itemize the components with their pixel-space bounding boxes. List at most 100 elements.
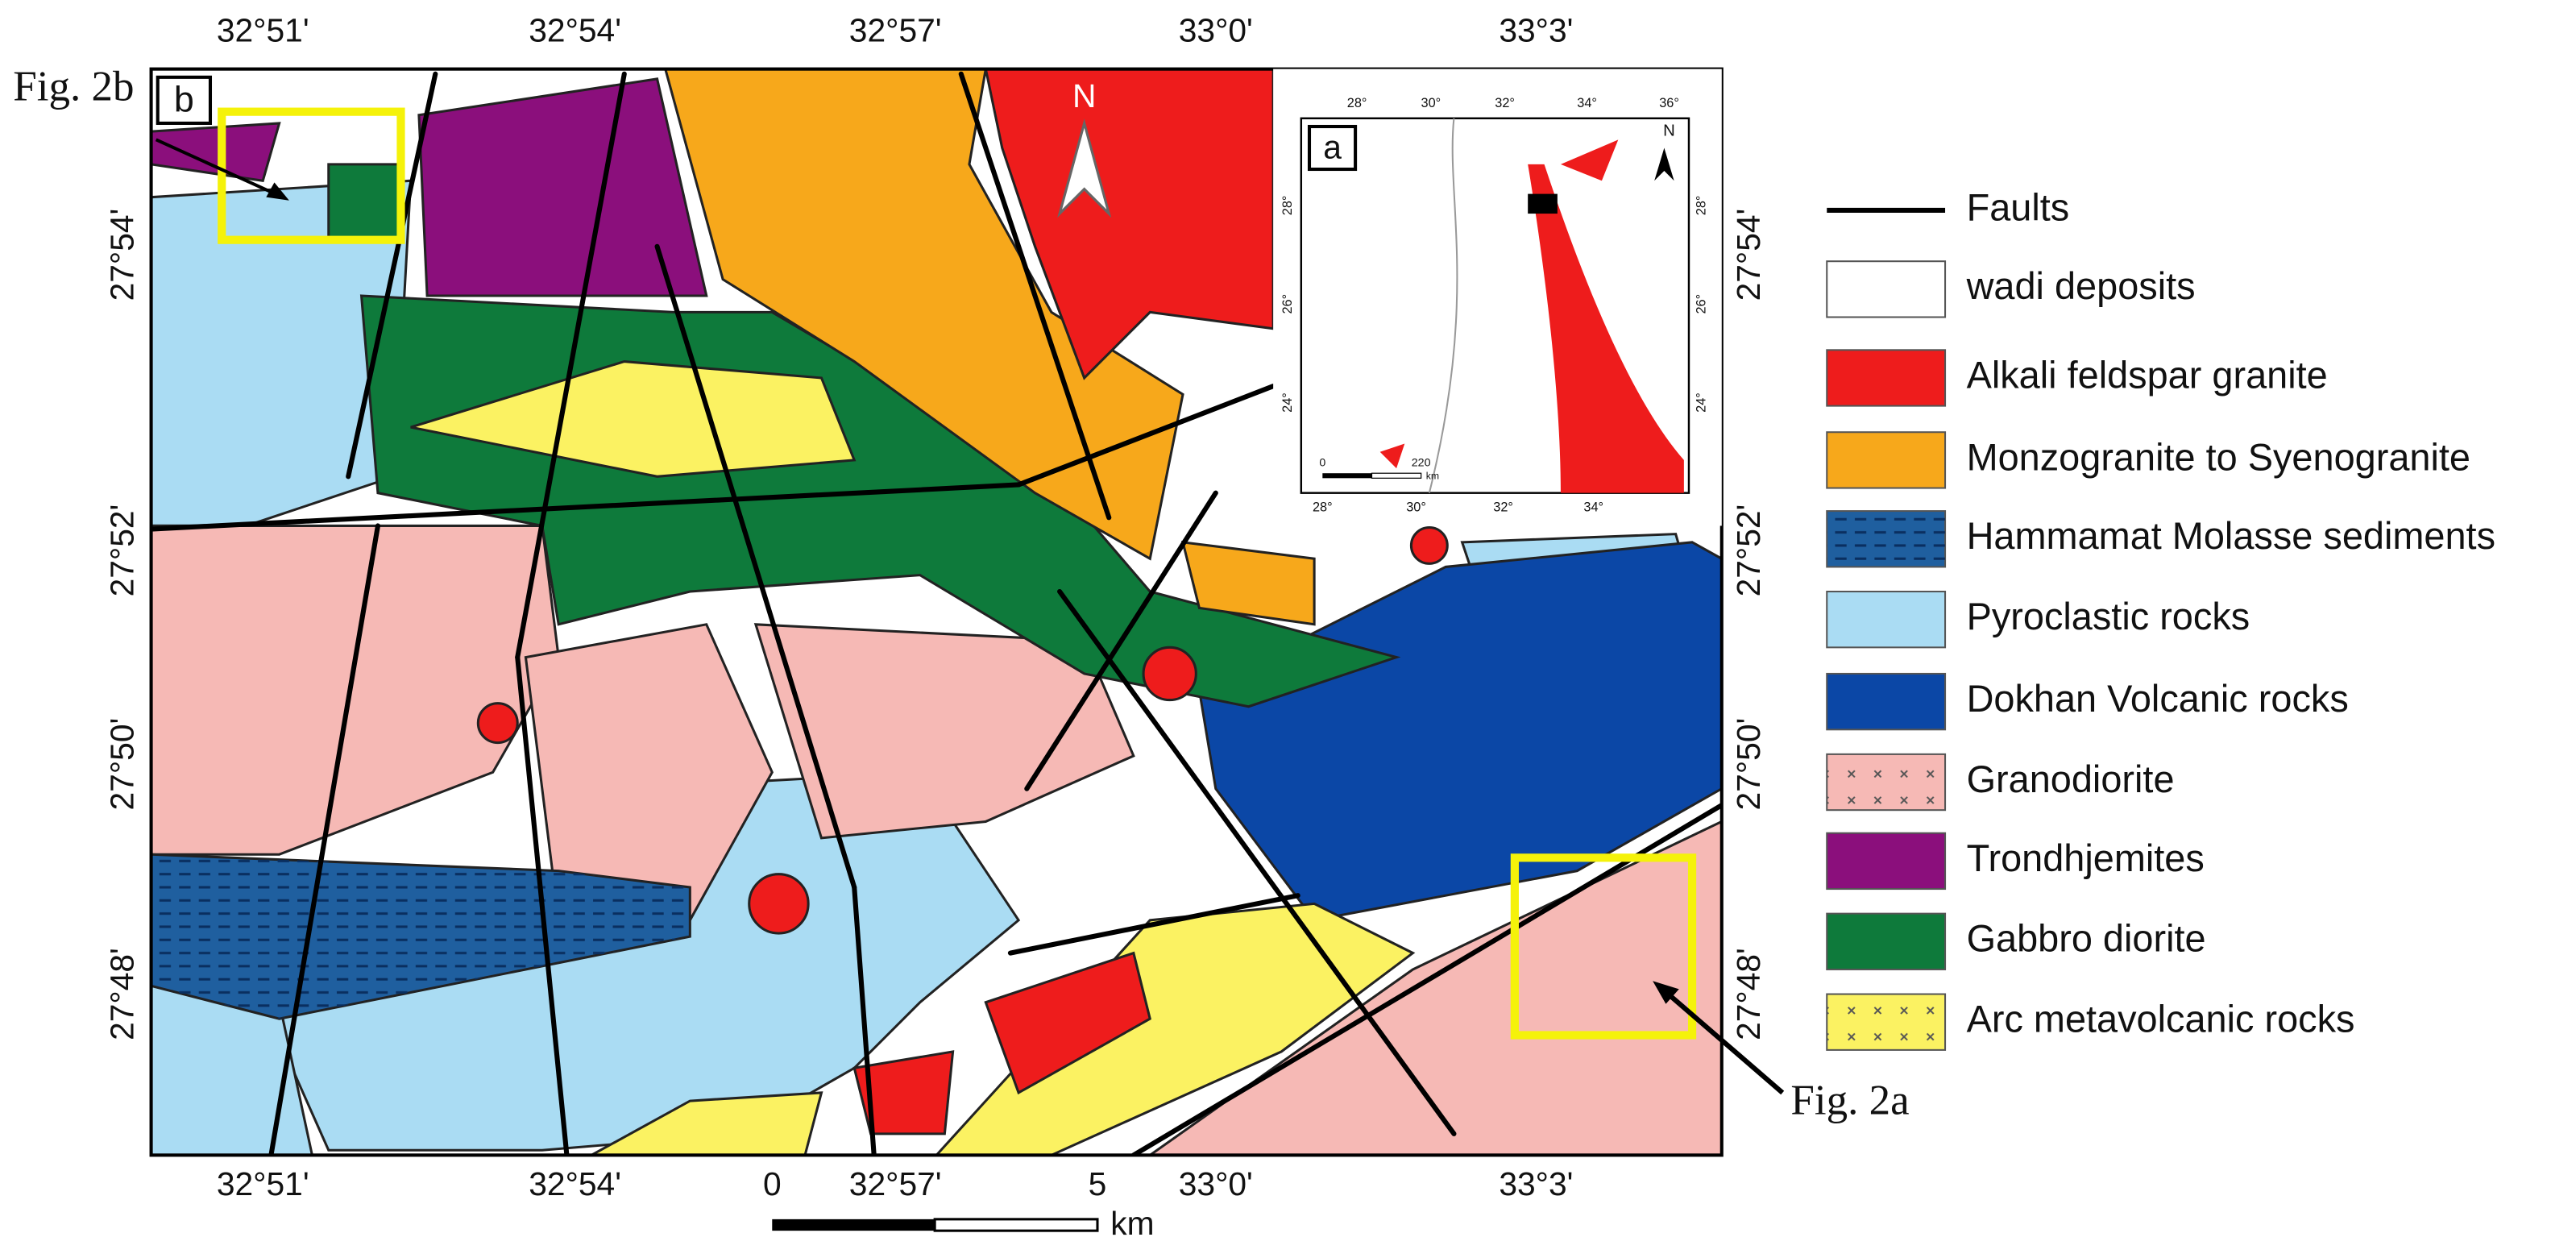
panel-label-box [156, 75, 213, 125]
legend-label: Alkali feldspar granite [1967, 354, 2328, 396]
y-tick-label: 27°50' [104, 718, 141, 811]
arrow-head [1653, 981, 1679, 1004]
x-tick-label: 32°54' [529, 1165, 621, 1202]
inset-tick-label: 32° [1495, 96, 1515, 110]
legend-label: Granodiorite [1967, 758, 2175, 800]
fault [515, 71, 627, 660]
legend-swatch [1826, 672, 1947, 731]
inset-tick-label: 28° [1280, 196, 1295, 216]
study-area [1528, 193, 1558, 214]
granodiorite [1147, 820, 1722, 1156]
trondhjemites [417, 77, 708, 297]
legend-label: Faults [1967, 186, 2070, 228]
alkali-granite [476, 702, 519, 745]
scale-label: 220 [1412, 457, 1431, 470]
inset-tick-label: 34° [1583, 500, 1603, 514]
fault [346, 71, 438, 480]
arc-metavolcanics [410, 360, 857, 478]
inset-tick-label: 30° [1406, 500, 1426, 514]
alkali-granite [852, 1050, 955, 1136]
y-tick-label: 27°54' [104, 209, 141, 301]
scale-segment [1371, 472, 1422, 479]
x-tick-label: 33°3' [1499, 1165, 1573, 1202]
fault [1130, 803, 1722, 1156]
scale-label: 0 [1319, 457, 1325, 470]
x-tick-label: 32°57' [849, 1165, 942, 1202]
legend-pattern [1827, 994, 1946, 1050]
x-tick-label: 33°3' [1499, 12, 1573, 49]
fault [654, 243, 857, 891]
legend-swatch [1826, 431, 1947, 489]
legend-pattern [1827, 754, 1946, 811]
inset-map: a N 0 220 km 28° 30° 32° 34° 36° 28° 30° 32° 34°… [1273, 69, 1722, 526]
study-box [1510, 853, 1697, 1040]
fault [1007, 893, 1300, 956]
x-tick-label: 32°51' [217, 1165, 309, 1202]
north-arrow [1654, 147, 1674, 181]
monzogranite [1180, 541, 1316, 626]
legend-label: Dokhan Volcanic rocks [1967, 678, 2349, 720]
scale-label: 0 [763, 1165, 782, 1202]
north-arrow [1057, 118, 1112, 218]
legend-swatch [1826, 590, 1947, 649]
fault [151, 482, 1022, 532]
alkali-granite [748, 873, 810, 935]
y-tick-label: 27°48' [1730, 948, 1767, 1040]
x-tick-label: 33°0' [1179, 12, 1253, 49]
panel-label: a [1323, 128, 1342, 165]
legend-label: Gabbro diorite [1967, 918, 2206, 960]
callout-arrow [155, 138, 284, 199]
north-label: N [1072, 77, 1096, 114]
inset-tick-label: 26° [1695, 294, 1709, 314]
legend-label: Pyroclastic rocks [1967, 596, 2250, 637]
y-tick-label: 27°54' [1730, 209, 1767, 301]
alkali-granite [1409, 525, 1449, 565]
x-tick-label: 32°57' [849, 12, 942, 49]
scale-unit: km [1110, 1205, 1154, 1242]
legend-swatch [1826, 349, 1947, 407]
fault [958, 71, 1112, 521]
fault [852, 884, 877, 1156]
x-tick-label: 33°0' [1179, 1165, 1253, 1202]
y-tick-label: 27°52' [104, 504, 141, 597]
fault [1016, 384, 1276, 488]
callout-label: Fig. 2b [13, 63, 134, 110]
coastline [1428, 118, 1458, 493]
dokhan-volcanics [1197, 541, 1722, 922]
legend-swatch [1826, 832, 1947, 891]
inset-tick-label: 28° [1695, 196, 1709, 216]
scale-label: 5 [1089, 1165, 1107, 1202]
trondhjemites [151, 122, 281, 182]
legend-pattern [1827, 511, 1946, 567]
scale-segment [1322, 473, 1372, 479]
scale-bar: 0 5 km [763, 1165, 1155, 1242]
inset-tick-label: 34° [1577, 96, 1597, 110]
inset-tick-label: 28° [1313, 500, 1333, 514]
arc-metavolcanics [935, 902, 1416, 1156]
study-box [218, 107, 405, 244]
scale-segment [772, 1219, 935, 1231]
legend-label: Hammamat Molasse sediments [1967, 515, 2495, 557]
y-tick-label: 27°52' [1730, 504, 1767, 597]
legend-swatch [1826, 912, 1947, 970]
inset-tick-label: 28° [1347, 96, 1367, 110]
alkali-granite [984, 951, 1151, 1095]
arc-metavolcanics [591, 1091, 823, 1156]
legend-label: Trondhjemites [1967, 837, 2205, 879]
legend-label: Monzogranite to Syenogranite [1967, 436, 2470, 478]
scale-segment [933, 1218, 1099, 1232]
hammamat-pattern [151, 854, 691, 1019]
inset-tick-label: 36° [1659, 96, 1679, 110]
faults [151, 71, 1722, 1156]
legend-label: Arc metavolcanic rocks [1967, 999, 2355, 1040]
inset-tick-label: 24° [1695, 392, 1709, 413]
fault [1024, 490, 1218, 791]
fault [1057, 588, 1457, 1136]
panel-label-box [1307, 124, 1358, 172]
x-tick-label: 32°54' [529, 12, 621, 49]
y-tick-label: 27°50' [1730, 718, 1767, 811]
inset-tick-label: 30° [1421, 96, 1441, 110]
map-frame [149, 67, 1724, 1157]
